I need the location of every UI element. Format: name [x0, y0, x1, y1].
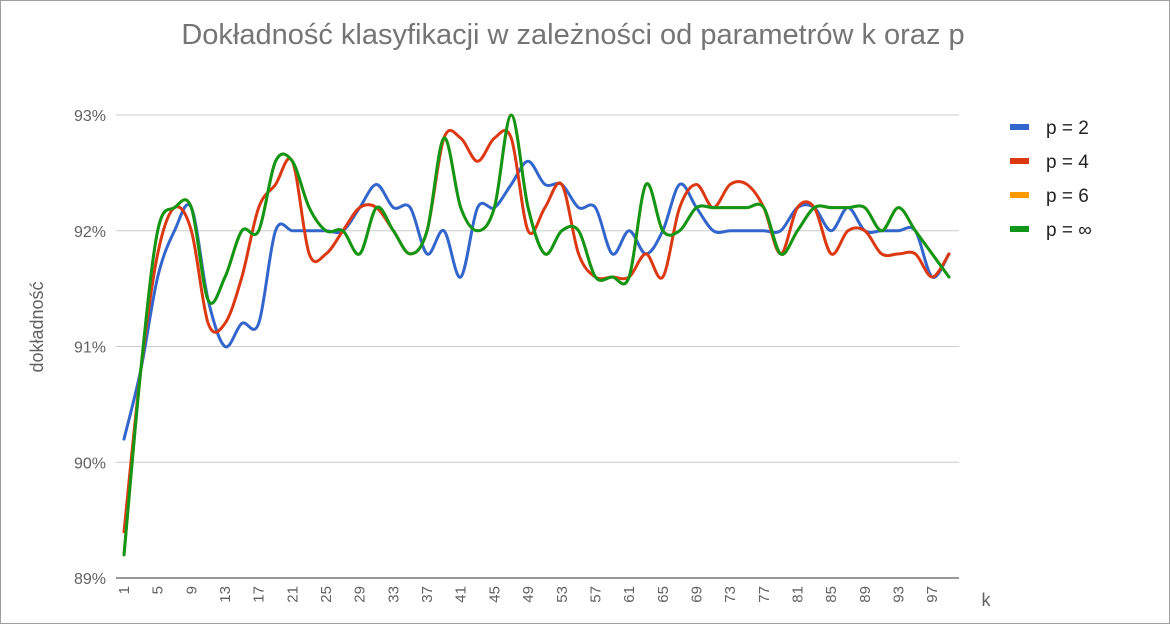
legend-label: p = 6: [1046, 186, 1089, 207]
x-tick-label: 1: [116, 586, 133, 594]
x-tick-label: 41: [453, 586, 470, 603]
x-tick-label: 77: [756, 586, 773, 603]
x-tick-label: 29: [352, 586, 369, 603]
x-tick-label: 49: [520, 586, 537, 603]
legend-swatch: [1010, 124, 1029, 130]
y-axis-label: dokładność: [27, 281, 47, 372]
x-tick-label: 57: [587, 586, 604, 603]
gridlines: [116, 114, 959, 579]
legend-label: p = 4: [1046, 152, 1089, 173]
y-tick-label: 92%: [74, 224, 106, 241]
x-tick-label: 25: [318, 586, 335, 603]
x-tick-label: 21: [284, 586, 301, 603]
x-tick-label: 17: [251, 586, 268, 603]
legend-swatch: [1010, 192, 1029, 198]
series-line-2: [122, 128, 951, 534]
x-tick-label: 69: [688, 586, 705, 603]
series-line-1: [122, 159, 951, 441]
legend-label: p = ∞: [1046, 220, 1092, 241]
y-tick-label: 89%: [74, 571, 106, 588]
x-tick-label: 53: [554, 586, 571, 603]
x-tick-label: 97: [924, 586, 941, 603]
legend-swatch: [1010, 226, 1029, 232]
chart-title: Dokładność klasyfikacji w zależności od …: [181, 19, 964, 51]
legend-label: p = 2: [1046, 118, 1089, 139]
x-tick-label: 33: [385, 586, 402, 603]
series-lines: [122, 113, 951, 557]
x-tick-label: 93: [890, 586, 907, 603]
x-tick-label: 73: [722, 586, 739, 603]
x-tick-label: 89: [857, 586, 874, 603]
y-tick-label: 93%: [74, 108, 106, 125]
x-tick-label: 13: [217, 586, 234, 603]
series-line-3: [122, 113, 951, 557]
x-tick-label: 65: [655, 586, 672, 603]
x-tick-label: 37: [419, 586, 436, 603]
x-tick-label: 85: [823, 586, 840, 603]
x-tick-label: 81: [789, 586, 806, 603]
x-tick-label: 61: [621, 586, 638, 603]
y-tick-label: 90%: [74, 455, 106, 472]
series-line-4: [122, 113, 951, 557]
x-tick-label: 5: [150, 586, 167, 594]
x-tick-label: 45: [486, 586, 503, 603]
x-tick-label: 9: [183, 586, 200, 594]
y-tick-labels: 89% 90% 91% 92% 93%: [74, 108, 106, 588]
y-tick-label: 91%: [74, 340, 106, 357]
x-tick-labels: 1 5 9 13 17 21 25 29 33 37 41 45 49 53 57 61 65 69 73 77 81 8…: [116, 586, 941, 603]
legend-swatch: [1010, 158, 1029, 164]
legend: p = 2 p = 4 p = 6 p = ∞: [1010, 118, 1092, 241]
x-axis-label: k: [982, 590, 992, 610]
